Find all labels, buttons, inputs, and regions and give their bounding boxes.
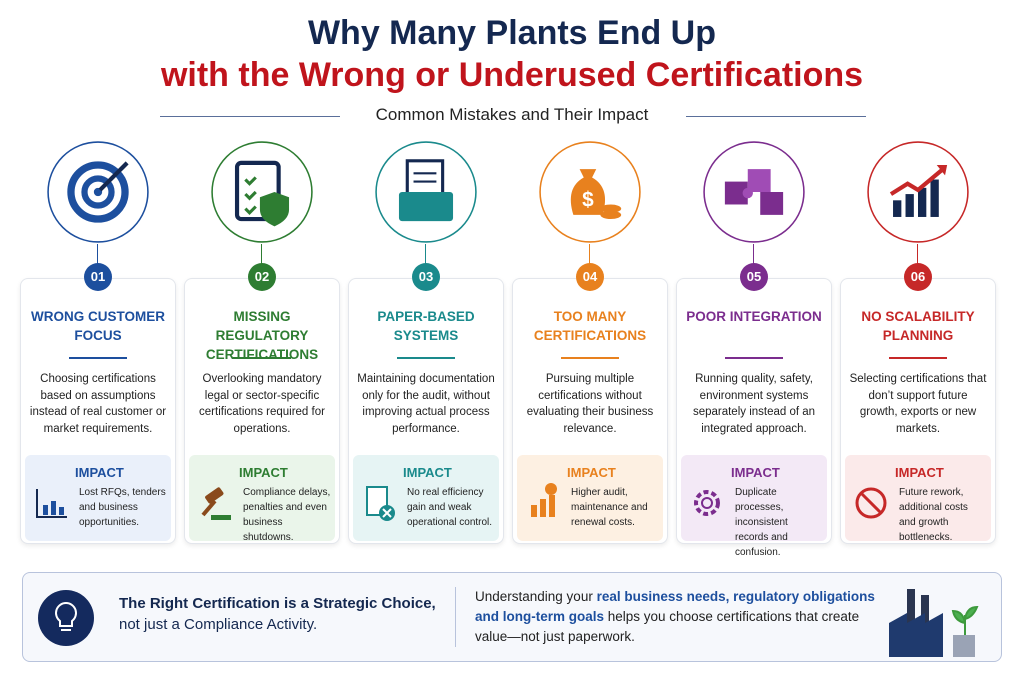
card-description: Maintaining documentation only for the a… xyxy=(357,373,495,435)
card: NO SCALABILITY PLANNING Selecting certifi… xyxy=(840,278,996,544)
card-number: 02 xyxy=(248,263,276,291)
impact-box: IMPACT Lost RFQs, tenders and business op… xyxy=(25,455,171,541)
impact-text: Duplicate processes, inconsistent record… xyxy=(735,487,788,558)
impact-text: No real efficiency gain and weak operati… xyxy=(407,487,493,528)
card-icon xyxy=(867,141,969,243)
card-number: 03 xyxy=(412,263,440,291)
card-divider xyxy=(725,357,783,359)
impact-label: IMPACT xyxy=(75,465,124,480)
card-divider xyxy=(69,357,127,359)
subtitle: Common Mistakes and Their Impact xyxy=(375,105,649,124)
connector xyxy=(753,244,754,264)
connector xyxy=(97,244,98,264)
card-divider xyxy=(233,357,291,359)
card-title: NO SCALABILITY PLANNING xyxy=(861,309,975,343)
connector xyxy=(589,244,590,264)
footer-heading: The Right Certification is a Strategic C… xyxy=(119,595,436,612)
impact-icon xyxy=(201,487,231,520)
impact-text: Higher audit, maintenance and renewal co… xyxy=(571,487,648,528)
card-title: PAPER-BASED SYSTEMS xyxy=(377,309,475,343)
footer-text: Understanding your real business needs, … xyxy=(475,587,895,647)
impact-box: IMPACT Future rework, additional costs an… xyxy=(845,455,991,543)
impact-icon xyxy=(855,487,887,519)
card-description: Selecting certifications that don’t supp… xyxy=(849,373,987,435)
card-number: 05 xyxy=(740,263,768,291)
card-divider xyxy=(889,357,947,359)
impact-box: IMPACT No real efficiency gain and weak o… xyxy=(353,455,499,541)
impact-label: IMPACT xyxy=(239,465,288,480)
card: TOO MANY CERTIFICATIONS Pursuing multiple… xyxy=(512,278,668,544)
footer-subheading: not just a Compliance Activity. xyxy=(119,616,318,633)
impact-label: IMPACT xyxy=(731,465,780,480)
card-title: WRONG CUSTOMER FOCUS xyxy=(31,309,165,343)
card-icon: $ xyxy=(539,141,641,243)
card-title: MISSING REGULATORY CERTIFICATIONS xyxy=(205,309,319,362)
footer: The Right Certification is a Strategic C… xyxy=(22,572,1002,662)
connector xyxy=(917,244,918,264)
factory-icon xyxy=(889,589,979,657)
footer-text-segment: helps you choose certifications that cre… xyxy=(475,609,860,644)
impact-icon xyxy=(366,486,395,521)
title: with the Wrong or Underused Certificatio… xyxy=(160,56,864,94)
impact-text: Compliance delays, penalties and even bu… xyxy=(243,487,331,543)
highlight-text: real business needs, regulatory obligati… xyxy=(475,589,875,624)
card-icon xyxy=(211,141,313,243)
card-icon xyxy=(375,141,477,243)
card-description: Choosing certifications based on assumpt… xyxy=(29,373,167,435)
connector xyxy=(261,244,262,264)
impact-box: IMPACT Compliance delays, penalties and e… xyxy=(189,455,335,543)
card-title: TOO MANY CERTIFICATIONS xyxy=(533,309,647,343)
impact-icon xyxy=(694,490,720,516)
card-description: Running quality, safety, environment sys… xyxy=(692,373,816,435)
impact-icon xyxy=(531,483,557,517)
card: WRONG CUSTOMER FOCUS Choosing certificati… xyxy=(20,278,176,544)
impact-text: Future rework, additional costs and grow… xyxy=(899,487,968,543)
card-icon xyxy=(703,141,805,243)
card-divider xyxy=(561,357,619,359)
separator xyxy=(455,587,456,647)
card-divider xyxy=(397,357,455,359)
impact-label: IMPACT xyxy=(895,465,944,480)
bulb-icon xyxy=(38,590,94,646)
card-description: Overlooking mandatory legal or sector-sp… xyxy=(199,373,325,435)
card: MISSING REGULATORY CERTIFICATIONS Overloo… xyxy=(184,278,340,544)
impact-text: Lost RFQs, tenders and business opportun… xyxy=(79,487,166,528)
card-number: 01 xyxy=(84,263,112,291)
divider xyxy=(686,116,866,117)
impact-label: IMPACT xyxy=(403,465,452,480)
impact-box: IMPACT Duplicate processes, inconsistent … xyxy=(681,455,827,558)
impact-icon xyxy=(36,489,67,518)
card-number: 06 xyxy=(904,263,932,291)
card-description: Pursuing multiple certifications without… xyxy=(526,373,654,435)
impact-box: IMPACT Higher audit, maintenance and rene… xyxy=(517,455,663,541)
card-title: POOR INTEGRATION xyxy=(686,309,822,324)
connector xyxy=(425,244,426,264)
title: Why Many Plants End Up xyxy=(307,14,717,52)
divider xyxy=(160,116,340,117)
impact-label: IMPACT xyxy=(567,465,616,480)
svg-text:$: $ xyxy=(582,189,594,212)
card-number: 04 xyxy=(576,263,604,291)
card: POOR INTEGRATION Running quality, safety,… xyxy=(676,278,832,558)
card-icon xyxy=(47,141,149,243)
footer-text-segment: Understanding your xyxy=(475,589,597,604)
card: PAPER-BASED SYSTEMS Maintaining documenta… xyxy=(348,278,504,544)
